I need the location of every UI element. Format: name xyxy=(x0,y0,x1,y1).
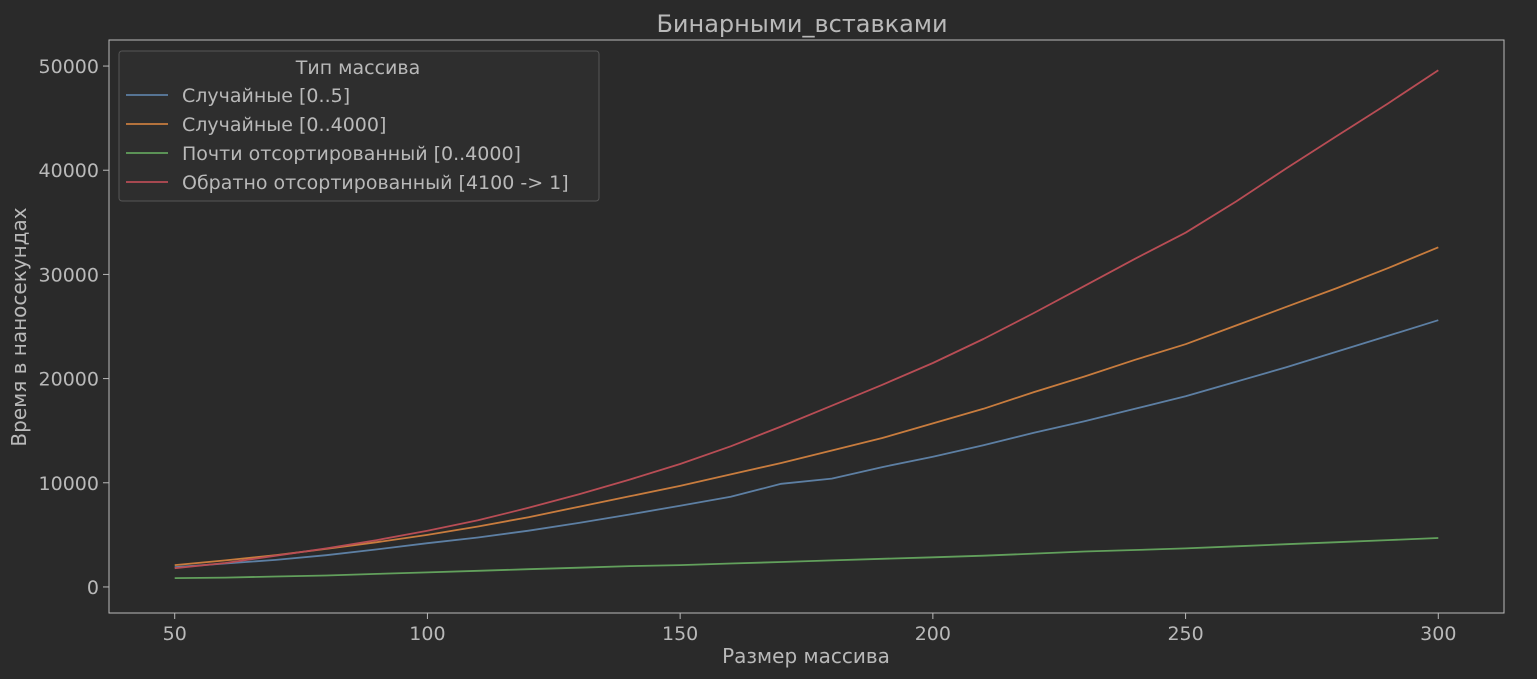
legend-label: Почти отсортированный [0..4000] xyxy=(182,143,521,165)
x-tick-label: 250 xyxy=(1167,623,1203,645)
series-line xyxy=(174,319,1439,569)
axes: 50 100 150 200 250 300 0 10000 20000 30000 40000 50… xyxy=(39,39,1505,645)
legend-label: Случайные [0..5] xyxy=(182,85,350,107)
x-tick-label: 200 xyxy=(915,623,951,645)
series-line xyxy=(174,246,1439,566)
legend-box xyxy=(118,50,600,202)
x-tick-label: 300 xyxy=(1420,623,1456,645)
x-tick-label: 50 xyxy=(163,623,187,645)
plot-frame xyxy=(108,39,1505,614)
x-tick-label: 100 xyxy=(409,623,445,645)
x-axis-label: Размер массива xyxy=(722,644,890,668)
x-tick-label: 150 xyxy=(662,623,698,645)
y-tick-label: 0 xyxy=(87,577,99,599)
chart-title: Бинарными_вставками xyxy=(656,10,947,38)
legend-title: Тип массива xyxy=(295,57,420,79)
plot-area xyxy=(174,69,1439,579)
y-tick-label: 10000 xyxy=(39,473,99,495)
y-tick-label: 40000 xyxy=(39,160,99,182)
y-tick-label: 20000 xyxy=(39,369,99,391)
y-tick-label: 50000 xyxy=(39,56,99,78)
legend: Тип массива Случайные [0..5] Случайные [0.… xyxy=(118,50,600,202)
legend-label: Обратно отсортированный [4100 -> 1] xyxy=(182,172,569,194)
series-line xyxy=(174,537,1439,579)
legend-label: Случайные [0..4000] xyxy=(182,114,386,136)
y-tick-label: 30000 xyxy=(39,264,99,286)
y-axis-label: Время в наносекундах xyxy=(7,207,31,446)
series-line xyxy=(174,69,1439,570)
